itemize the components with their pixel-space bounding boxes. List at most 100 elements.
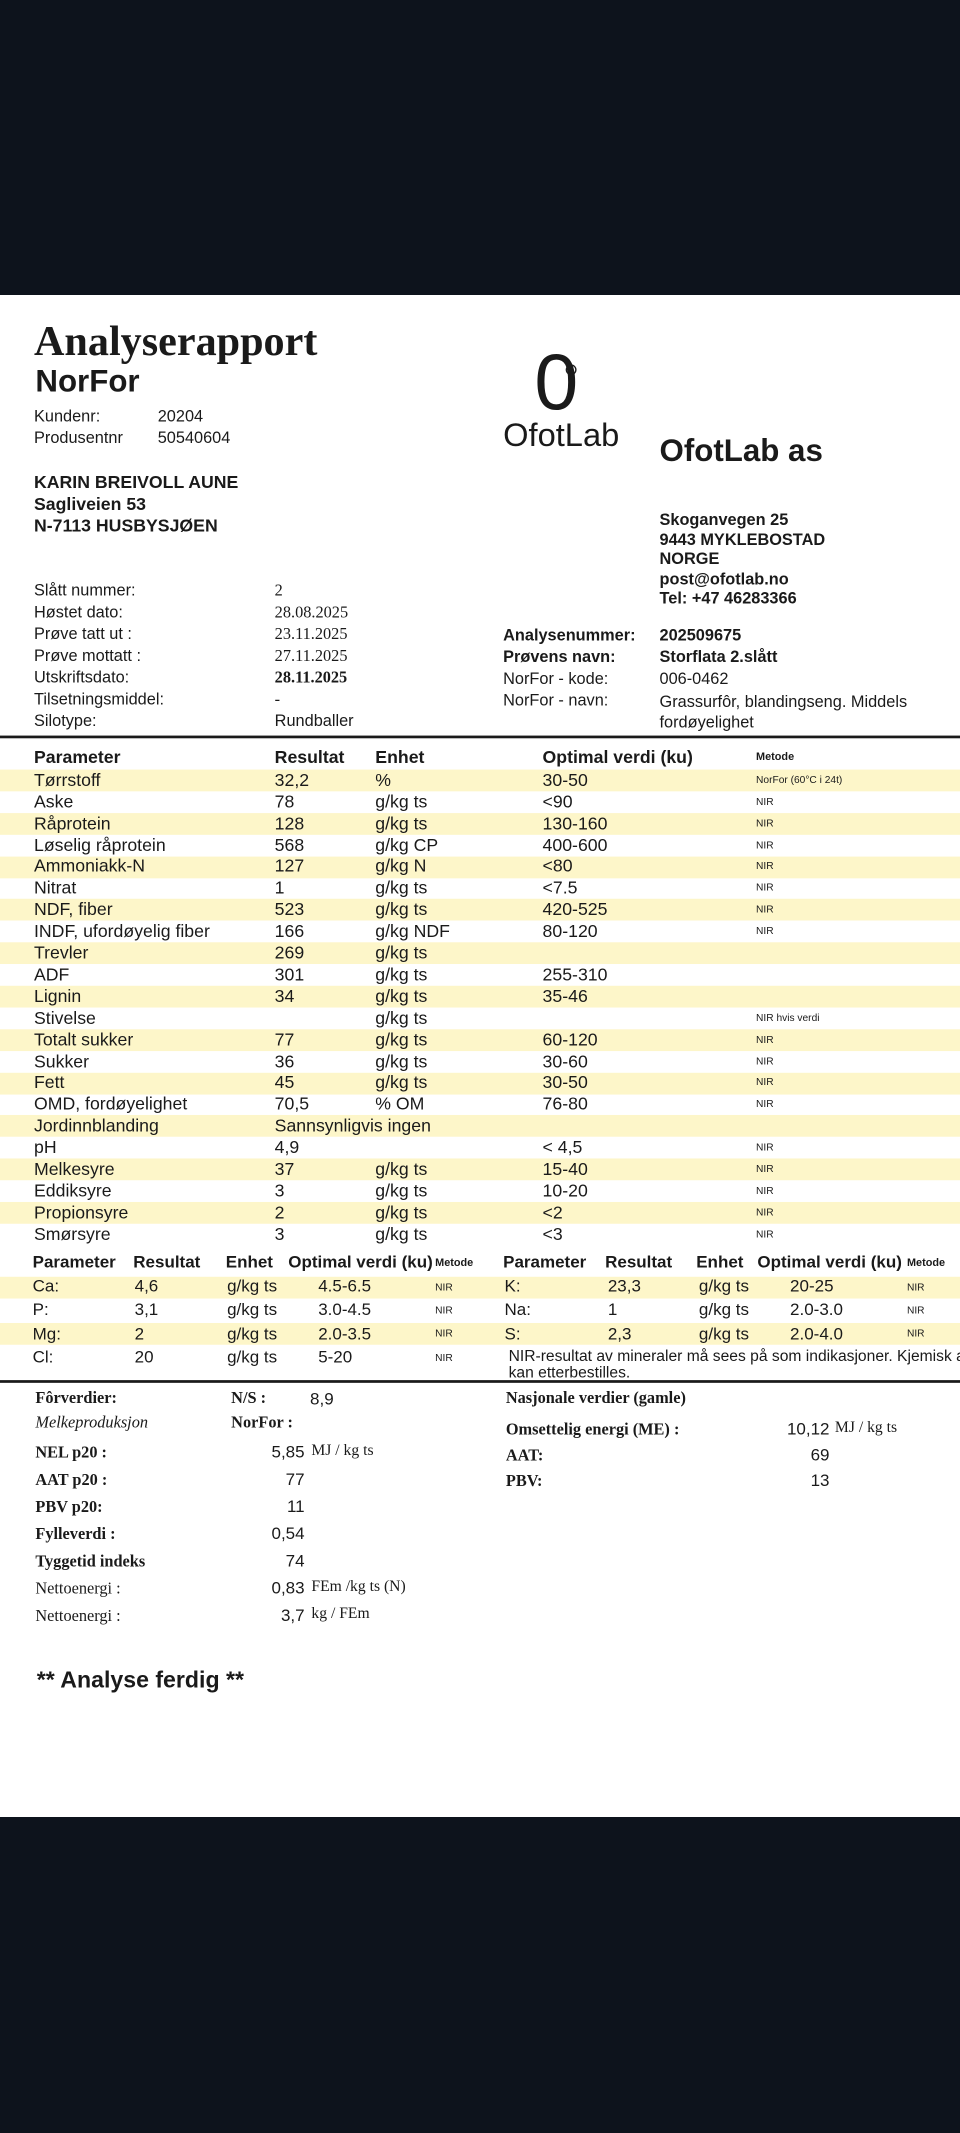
ns-value: 8,9 xyxy=(310,1389,334,1409)
cell-method: NIR xyxy=(756,1184,774,1197)
cell-method: NorFor (60°C i 24t) xyxy=(756,773,843,786)
national-unit: MJ / kg ts xyxy=(834,1419,898,1436)
feed-subtitle: Melkeproduksjon xyxy=(35,1413,149,1433)
feed-value: 77 xyxy=(285,1470,305,1490)
cell-method: NIR xyxy=(435,1327,453,1340)
row-highlight xyxy=(0,1072,960,1095)
feed-label: Nettoenergi : xyxy=(35,1606,121,1626)
report-footer: ** Analyse ferdig ** xyxy=(36,1666,244,1693)
analysis-value: 006-0462 xyxy=(659,669,729,689)
cell-result: 127 xyxy=(274,855,305,877)
cell-result: 269 xyxy=(274,942,305,963)
cell-result: 2 xyxy=(274,1201,285,1223)
cell-method: NIR xyxy=(756,838,774,851)
cell-result: 45 xyxy=(274,1072,295,1093)
lab-address: NORGE xyxy=(659,549,720,569)
column-header: Optimal verdi (ku) xyxy=(542,746,693,767)
cell-result: 78 xyxy=(274,790,295,812)
sample-label: Prøve mottatt : xyxy=(33,646,141,666)
row-highlight xyxy=(0,942,960,965)
feed-label: AAT p20 : xyxy=(35,1470,108,1490)
cell-method: NIR xyxy=(435,1280,453,1293)
cell-optimal: 60-120 xyxy=(542,1028,598,1050)
cell-parameter: Ca: xyxy=(32,1276,60,1296)
feed-value: 11 xyxy=(286,1497,305,1517)
cell-parameter: Mg: xyxy=(32,1323,61,1344)
feed-label: Nettoenergi : xyxy=(35,1579,121,1599)
cell-optimal: 15-40 xyxy=(542,1158,588,1179)
cell-result: 568 xyxy=(274,834,305,855)
logo-dot xyxy=(565,364,577,376)
row-highlight xyxy=(0,985,960,1008)
row-highlight xyxy=(0,899,960,922)
cell-unit: g/kg ts xyxy=(375,1158,428,1179)
cell-result: 1 xyxy=(607,1300,618,1320)
analysis-value: Storflata 2.slått xyxy=(659,647,778,667)
cell-unit: g/kg ts xyxy=(375,877,428,898)
row-highlight xyxy=(0,1276,960,1299)
national-label: PBV: xyxy=(505,1471,543,1491)
cell-parameter: Stivelse xyxy=(33,1007,96,1028)
row-highlight xyxy=(0,769,960,792)
norfor-label: NorFor : xyxy=(231,1413,293,1433)
cell-unit: g/kg ts xyxy=(227,1276,278,1296)
cell-result: 1 xyxy=(274,877,285,898)
cell-method: NIR xyxy=(756,924,774,938)
feed-value: 5,85 xyxy=(271,1442,305,1462)
cell-optimal: 30-60 xyxy=(542,1050,588,1071)
cell-parameter: Jordinnblanding xyxy=(33,1115,159,1136)
cell-unit: g/kg ts xyxy=(375,985,428,1006)
mineral-note: NIR-resultat av mineraler må sees på som… xyxy=(508,1348,960,1382)
cell-method: NIR xyxy=(756,795,774,808)
divider xyxy=(0,1380,960,1383)
column-header: Resultat xyxy=(274,746,345,767)
cell-parameter: Eddiksyre xyxy=(33,1180,112,1201)
column-header: Resultat xyxy=(133,1252,201,1272)
row-highlight xyxy=(0,1201,960,1224)
cell-parameter: NDF, fiber xyxy=(33,899,113,920)
cell-optimal: 20-25 xyxy=(790,1276,834,1296)
sample-label: Tilsetningsmiddel: xyxy=(33,689,165,709)
analysis-label: Prøvens navn: xyxy=(503,647,616,667)
cell-optimal: <3 xyxy=(542,1223,563,1244)
cell-method: NIR xyxy=(756,1032,774,1046)
report-page: Analyserapport NorFor Kundenr: 20204 Produse… xyxy=(0,295,960,1817)
cell-method: NIR xyxy=(756,881,774,894)
cell-optimal: 5-20 xyxy=(318,1347,353,1367)
cell-result: 3 xyxy=(274,1223,285,1244)
feed-value: 3,7 xyxy=(280,1606,305,1626)
feed-unit: kg / FEm xyxy=(311,1605,370,1622)
cell-optimal: < 4,5 xyxy=(542,1136,583,1158)
sample-label: Slått nummer: xyxy=(33,581,136,601)
cell-result: 34 xyxy=(274,985,295,1006)
cell-unit: g/kg ts xyxy=(375,1050,428,1071)
cell-method: NIR hvis verdi xyxy=(756,1011,820,1024)
cell-parameter: Lignin xyxy=(33,985,82,1006)
national-label: AAT: xyxy=(505,1445,544,1465)
cell-optimal: 130-160 xyxy=(542,812,608,833)
cell-result: 2 xyxy=(134,1323,145,1344)
cell-parameter: Totalt sukker xyxy=(33,1028,134,1050)
feed-title: Fôrverdier: xyxy=(35,1388,117,1408)
sample-value: 27.11.2025 xyxy=(274,646,348,666)
column-header: Enhet xyxy=(696,1252,744,1272)
column-header: Optimal verdi (ku) xyxy=(757,1252,902,1272)
cell-parameter: K: xyxy=(504,1276,521,1296)
cell-result: 2,3 xyxy=(607,1323,632,1344)
sample-value: 28.11.2025 xyxy=(274,668,348,688)
lab-address: Skoganvegen 25 xyxy=(659,510,789,530)
customer-address: KARIN BREIVOLL AUNE xyxy=(33,471,239,492)
ns-label: N/S : xyxy=(231,1388,267,1408)
cell-parameter: Melkesyre xyxy=(33,1158,115,1179)
cell-unit: g/kg ts xyxy=(698,1323,750,1344)
analysis-label: NorFor - navn: xyxy=(503,691,609,711)
cell-parameter: Na: xyxy=(504,1300,531,1320)
cell-parameter: Aske xyxy=(33,790,74,812)
national-value: 13 xyxy=(810,1471,830,1491)
national-value: 69 xyxy=(810,1445,830,1465)
cell-result: 32,2 xyxy=(274,769,310,790)
row-highlight xyxy=(0,812,960,835)
cell-unit: g/kg N xyxy=(375,855,427,877)
column-header: Optimal verdi (ku) xyxy=(288,1252,433,1272)
